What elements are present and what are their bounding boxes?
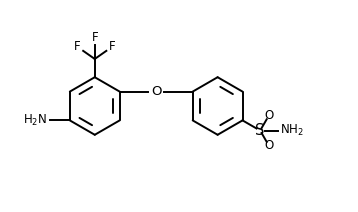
Text: NH$_2$: NH$_2$ <box>280 123 304 138</box>
Text: H$_2$N: H$_2$N <box>23 113 47 128</box>
Text: S: S <box>256 123 265 138</box>
Text: F: F <box>74 40 80 53</box>
Text: O: O <box>264 139 274 152</box>
Text: F: F <box>91 31 98 44</box>
Text: O: O <box>151 85 161 98</box>
Text: F: F <box>109 40 116 53</box>
Text: O: O <box>264 109 274 122</box>
